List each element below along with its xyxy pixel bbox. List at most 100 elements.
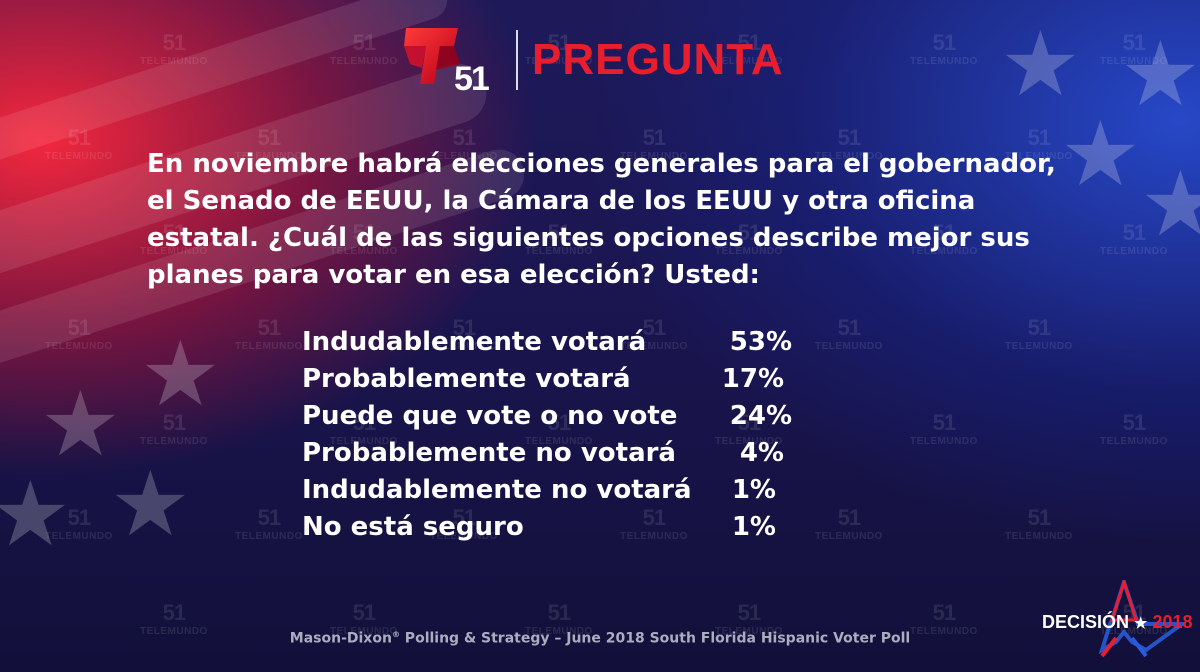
result-percent: 4% (739, 438, 784, 468)
telemundo-watermark: 51 TELEMUNDO (330, 220, 398, 257)
watermark-number: 51 (162, 220, 186, 245)
watermark-number: 51 (932, 600, 956, 625)
watermark-text: TELEMUNDO (330, 246, 398, 257)
telemundo-watermark: 51 TELEMUNDO (715, 410, 783, 447)
result-row: Puede que vote o no vote 24% (302, 398, 822, 435)
watermark-number: 51 (67, 505, 91, 530)
telemundo-watermark: 51 TELEMUNDO (430, 505, 498, 542)
channel-logo: 51 (402, 24, 498, 96)
watermark-number: 51 (1027, 315, 1051, 340)
watermark-text: TELEMUNDO (620, 341, 688, 352)
result-percent: 17% (721, 364, 784, 394)
watermark-text: TELEMUNDO (525, 56, 593, 67)
telemundo-watermark: 51 TELEMUNDO (45, 315, 113, 352)
watermark-number: 51 (352, 410, 376, 435)
star-icon: ★ (110, 452, 191, 557)
watermark-number: 51 (1122, 30, 1146, 55)
telemundo-watermark: 51 TELEMUNDO (1005, 505, 1073, 542)
watermark-text: TELEMUNDO (815, 341, 883, 352)
watermark-text: TELEMUNDO (1005, 341, 1073, 352)
source-details: Polling & Strategy – June 2018 South Flo… (399, 630, 911, 647)
watermark-text: TELEMUNDO (1005, 151, 1073, 162)
telemundo-watermark: 51 TELEMUNDO (330, 410, 398, 447)
result-row: Indudablemente no votará 1% (302, 472, 822, 509)
watermark-text: TELEMUNDO (430, 151, 498, 162)
watermark-text: TELEMUNDO (525, 246, 593, 257)
star-icon: ★ (1134, 615, 1148, 632)
source-name: Mason-Dixon (289, 630, 392, 647)
star-icon: ★ (1140, 152, 1200, 257)
watermark-text: TELEMUNDO (715, 56, 783, 67)
telemundo-watermark: 51 TELEMUNDO (525, 600, 593, 637)
watermark-text: TELEMUNDO (430, 531, 498, 542)
telemundo-watermark: 51 TELEMUNDO (235, 125, 303, 162)
watermark-text: TELEMUNDO (140, 56, 208, 67)
watermark-text: TELEMUNDO (430, 341, 498, 352)
result-percent: 1% (731, 512, 776, 542)
telemundo-watermark: 51 TELEMUNDO (235, 505, 303, 542)
watermark-text: TELEMUNDO (910, 56, 978, 67)
watermark-text: TELEMUNDO (620, 151, 688, 162)
watermark-number: 51 (1027, 505, 1051, 530)
watermark-text: TELEMUNDO (140, 626, 208, 637)
watermark-text: TELEMUNDO (910, 436, 978, 447)
telemundo-watermark: 51 TELEMUNDO (1100, 220, 1168, 257)
watermark-number: 51 (737, 220, 761, 245)
watermark-number: 51 (1122, 220, 1146, 245)
watermark-number: 51 (932, 30, 956, 55)
decision-word: DECISIÓN (1042, 612, 1130, 632)
watermark-text: TELEMUNDO (330, 436, 398, 447)
watermark-number: 51 (352, 30, 376, 55)
watermark-text: TELEMUNDO (525, 626, 593, 637)
decision-2018-logo: DECISIÓN ★ 2018 (1036, 580, 1193, 658)
watermark-number: 51 (352, 220, 376, 245)
telemundo-watermark: 51 TELEMUNDO (815, 125, 883, 162)
watermark-number: 51 (162, 600, 186, 625)
watermark-number: 51 (547, 30, 571, 55)
telemundo-watermark: 51 TELEMUNDO (525, 410, 593, 447)
watermark-text: TELEMUNDO (140, 436, 208, 447)
telemundo-watermark: 51 TELEMUNDO (330, 30, 398, 67)
result-percent: 24% (729, 401, 792, 431)
source-credit: Mason-Dixon® Polling & Strategy – June 2… (0, 630, 1200, 647)
star-icon: ★ (140, 322, 221, 427)
watermark-text: TELEMUNDO (910, 246, 978, 257)
watermark-text: TELEMUNDO (1100, 436, 1168, 447)
telemundo-watermark: 51 TELEMUNDO (330, 600, 398, 637)
star-icon: ★ (0, 462, 71, 567)
result-percent: 1% (731, 475, 776, 505)
star-outline-icon (1098, 580, 1186, 658)
result-option: Indudablemente votará (302, 327, 647, 357)
watermark-text: TELEMUNDO (1100, 56, 1168, 67)
watermark-number: 51 (547, 600, 571, 625)
watermark-text: TELEMUNDO (1100, 246, 1168, 257)
watermark-text: TELEMUNDO (235, 341, 303, 352)
telemundo-watermark: 51 TELEMUNDO (430, 315, 498, 352)
result-percent: 53% (729, 327, 792, 357)
watermark-number: 51 (1027, 125, 1051, 150)
telemundo-watermark: 51 TELEMUNDO (910, 410, 978, 447)
star-icon: ★ (1120, 22, 1200, 127)
telemundo-watermark: 51 TELEMUNDO (1005, 315, 1073, 352)
telemundo-watermark: 51 TELEMUNDO (620, 505, 688, 542)
watermark-number: 51 (452, 505, 476, 530)
watermark-number: 51 (837, 125, 861, 150)
telemundo-watermark: 51 TELEMUNDO (620, 315, 688, 352)
header: 51 PREGUNTA (402, 24, 784, 96)
watermark-number: 51 (162, 30, 186, 55)
header-divider (516, 30, 518, 90)
watermark-text: TELEMUNDO (715, 246, 783, 257)
watermark-text: TELEMUNDO (235, 151, 303, 162)
question-text: En noviembre habrá elecciones generales … (147, 149, 1056, 290)
watermark-text: TELEMUNDO (620, 531, 688, 542)
telemundo-watermark: 51 TELEMUNDO (910, 30, 978, 67)
watermark-number: 51 (642, 505, 666, 530)
watermark-text: TELEMUNDO (1100, 626, 1168, 637)
telemundo-watermark: 51 TELEMUNDO (910, 600, 978, 637)
telemundo-watermark: 51 TELEMUNDO (140, 30, 208, 67)
watermark-number: 51 (932, 220, 956, 245)
watermark-text: TELEMUNDO (910, 626, 978, 637)
watermark-text: TELEMUNDO (815, 531, 883, 542)
telemundo-watermark: 51 TELEMUNDO (620, 125, 688, 162)
